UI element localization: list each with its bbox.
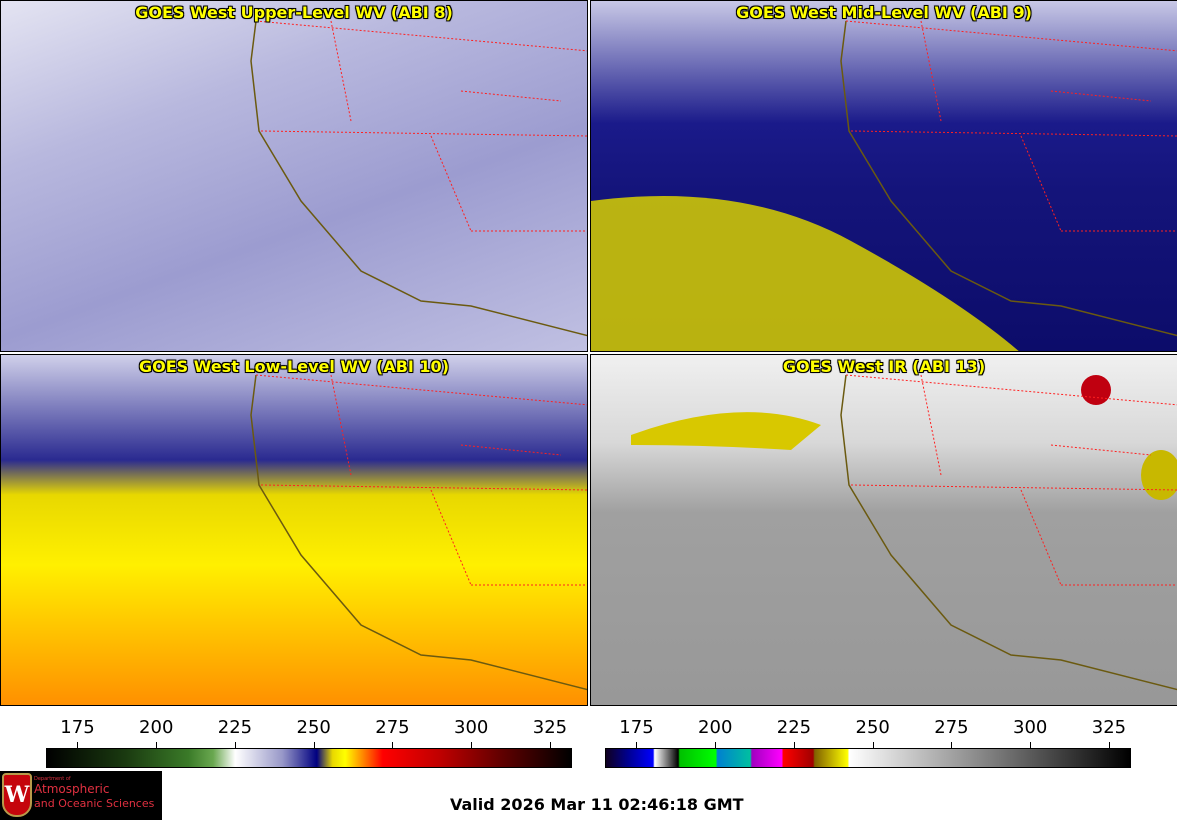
map-overlay: [250, 374, 587, 691]
panel-title: GOES West Low-Level WV (ABI 10): [138, 357, 449, 376]
colorbar-tick-label: 300: [454, 717, 489, 738]
wv-colorbar: [46, 748, 572, 768]
colorbar-tick-label: 200: [139, 717, 174, 738]
map-overlay: [591, 20, 1177, 351]
colorbar-tick-label: 250: [296, 717, 331, 738]
colorbar-tick: [1108, 742, 1110, 748]
map-overlay: [250, 20, 587, 337]
colorbar-tick: [715, 742, 717, 748]
colorbar-tick-label: 225: [776, 717, 812, 738]
colorbar-tick-label: 275: [375, 717, 410, 738]
colorbar-tick-label: 200: [698, 717, 733, 738]
uw-crest-icon: W: [2, 773, 32, 817]
colorbar-tick-label: 250: [855, 717, 890, 738]
logo-line3: and Oceanic Sciences: [34, 797, 155, 810]
ir-colorbar: [605, 748, 1131, 768]
colorbar-tick: [471, 742, 473, 748]
map-overlay: [631, 374, 1177, 691]
colorbar-tick-label: 325: [532, 717, 568, 738]
colorbar-tick-label: 275: [934, 717, 969, 738]
colorbar-tick-label: 175: [60, 717, 95, 738]
colorbar-tick: [234, 742, 236, 748]
colorbar-tick: [872, 742, 874, 748]
colorbar-tick-label: 175: [619, 717, 654, 738]
colorbar-tick-label: 225: [217, 717, 253, 738]
panel-mid-level-wv: GOES West Mid-Level WV (ABI 9): [590, 0, 1177, 352]
colorbar-tick: [77, 742, 79, 748]
panel-title: GOES West IR (ABI 13): [782, 357, 986, 376]
colorbar-tick: [793, 742, 795, 748]
aos-logo: W Department of Atmospheric and Oceanic …: [0, 771, 162, 820]
panel-title: GOES West Mid-Level WV (ABI 9): [736, 3, 1032, 22]
colorbar-tick: [549, 742, 551, 748]
logo-line1: Department of: [34, 776, 71, 782]
colorbar-tick: [313, 742, 315, 748]
colorbar-tick: [156, 742, 158, 748]
colorbar-tick-label: 325: [1091, 717, 1127, 738]
logo-line2: Atmospheric: [34, 782, 110, 796]
colorbar-tick: [392, 742, 394, 748]
colorbar-tick: [1030, 742, 1032, 748]
valid-time: Valid 2026 Mar 11 02:46:18 GMT: [450, 795, 744, 814]
panel-ir: GOES West IR (ABI 13): [590, 354, 1177, 706]
colorbar-tick: [636, 742, 638, 748]
colorbar-tick: [951, 742, 953, 748]
colorbar-tick-label: 300: [1013, 717, 1048, 738]
panel-title: GOES West Upper-Level WV (ABI 8): [135, 3, 453, 22]
panel-upper-level-wv: GOES West Upper-Level WV (ABI 8): [0, 0, 588, 352]
panel-low-level-wv: GOES West Low-Level WV (ABI 10): [0, 354, 588, 706]
